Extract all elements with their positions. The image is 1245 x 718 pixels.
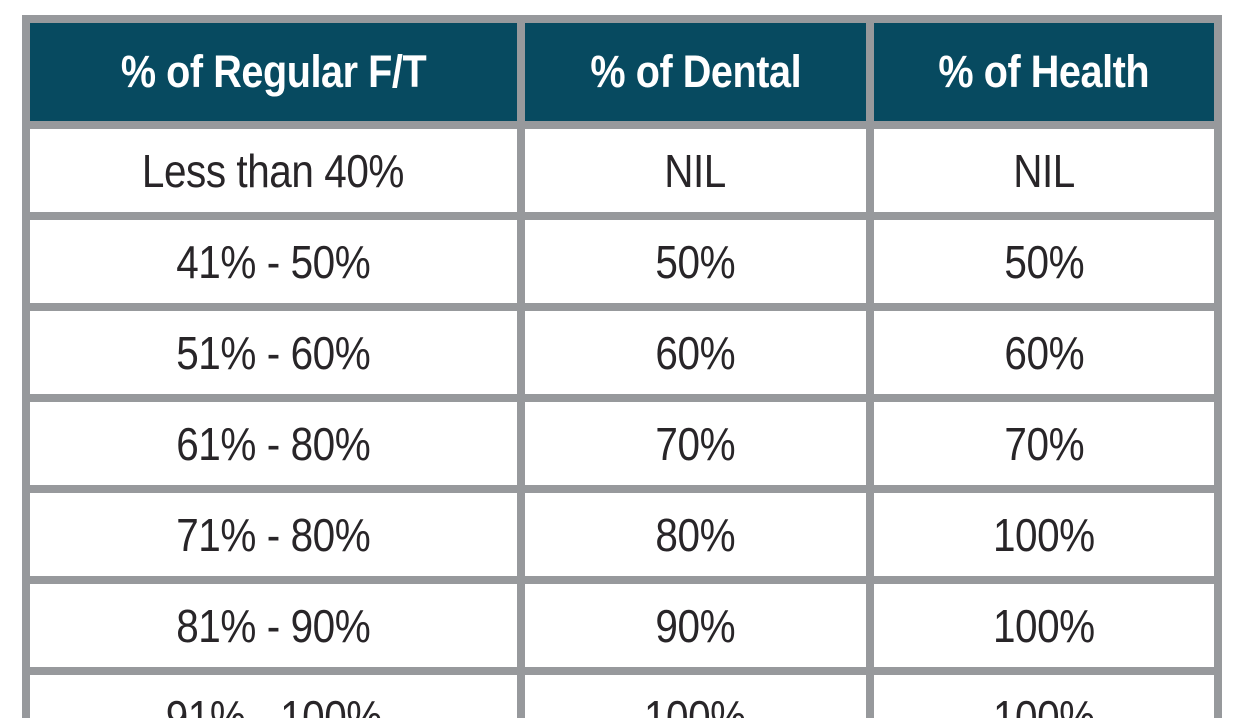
cell-value: 50% [1004,235,1084,288]
cell-value: 41% - 50% [176,235,371,288]
table-row: 81% - 90% 90% 100% [22,576,1223,675]
table-header-row: % of Regular F/T % of Dental % of Health [22,15,1223,129]
cell-value: 100% [993,690,1095,718]
cell-value: 50% [655,235,736,288]
cell-value: NIL [1013,144,1075,197]
table-cell-health: NIL [865,121,1223,220]
header-label-health: % of Health [938,46,1150,97]
table-cell-dental: NIL [516,121,874,220]
table-cell-dental: 60% [516,303,874,402]
table-cell-dental: 80% [516,485,874,584]
table-row: 51% - 60% 60% 60% [22,303,1223,402]
cell-value: 60% [1004,326,1084,379]
cell-value: 70% [655,417,736,470]
header-cell-dental: % of Dental [516,15,874,129]
table-cell-regular-ft: 51% - 60% [22,303,525,402]
cell-value: NIL [664,144,727,197]
table-cell-health: 60% [865,303,1223,402]
cell-value: 80% [655,508,736,561]
table-row: 41% - 50% 50% 50% [22,212,1223,311]
table-cell-health: 70% [865,394,1223,493]
table-row: Less than 40% NIL NIL [22,121,1223,220]
table-row: 71% - 80% 80% 100% [22,485,1223,584]
table-cell-regular-ft: 61% - 80% [22,394,525,493]
table-cell-regular-ft: 71% - 80% [22,485,525,584]
table-cell-health: 50% [865,212,1223,311]
cell-value: 60% [655,326,736,379]
cell-value: Less than 40% [142,144,405,197]
table-cell-regular-ft: 41% - 50% [22,212,525,311]
header-label-regular-ft: % of Regular F/T [120,46,427,97]
table-row: 91% - 100% 100% 100% [22,667,1223,718]
table-cell-health: 100% [865,667,1223,718]
cell-value: 90% [655,599,736,652]
cell-value: 61% - 80% [176,417,371,470]
table-cell-dental: 90% [516,576,874,675]
table-cell-dental: 50% [516,212,874,311]
cell-value: 100% [993,508,1095,561]
header-label-dental: % of Dental [589,46,801,97]
table-cell-regular-ft: Less than 40% [22,121,525,220]
table-row: 61% - 80% 70% 70% [22,394,1223,493]
header-cell-regular-ft: % of Regular F/T [22,15,525,129]
cell-value: 70% [1004,417,1084,470]
table-cell-dental: 100% [516,667,874,718]
table-cell-health: 100% [865,576,1223,675]
cell-value: 81% - 90% [176,599,371,652]
table-cell-health: 100% [865,485,1223,584]
cell-value: 100% [993,599,1095,652]
cell-value: 100% [644,690,747,718]
table-cell-dental: 70% [516,394,874,493]
header-cell-health: % of Health [865,15,1223,129]
cell-value: 71% - 80% [176,508,371,561]
benefits-coverage-table: % of Regular F/T % of Dental % of Health… [22,15,1223,718]
table-cell-regular-ft: 91% - 100% [22,667,525,718]
table-cell-regular-ft: 81% - 90% [22,576,525,675]
cell-value: 51% - 60% [176,326,371,379]
cell-value: 91% - 100% [165,690,382,718]
